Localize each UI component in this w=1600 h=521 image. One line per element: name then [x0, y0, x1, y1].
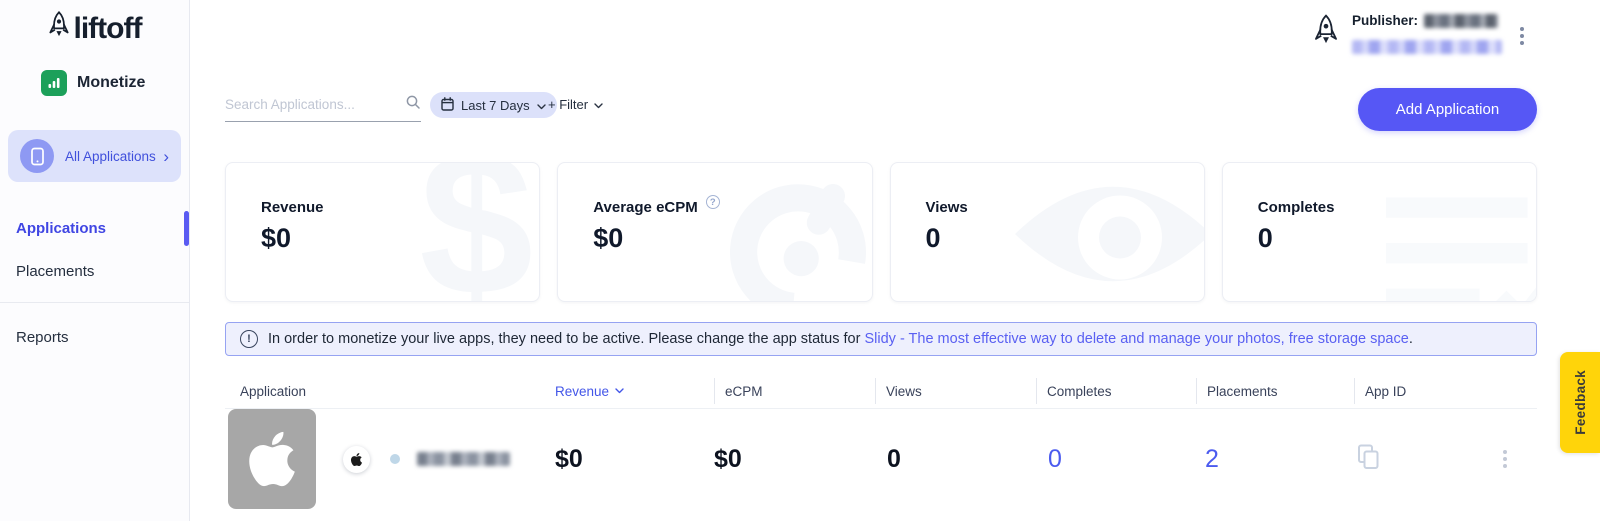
publisher-email-redacted [1352, 40, 1502, 54]
sort-chevron-down-icon [615, 388, 624, 394]
stat-label: Views [925, 199, 968, 216]
eye-watermark-icon [1008, 163, 1204, 301]
account-kebab-menu[interactable] [1518, 25, 1526, 47]
stat-card-views: Views 0 [889, 162, 1205, 302]
rocket-icon [48, 10, 70, 48]
ecpm-cell: $0 [714, 444, 742, 473]
chevron-down-icon [594, 97, 603, 112]
applications-table: Application Revenue eCPM Views Completes… [225, 360, 1537, 509]
column-header-label: Revenue [555, 383, 610, 399]
search-input[interactable] [225, 97, 405, 112]
alert-suffix: . [1408, 331, 1413, 347]
copy-app-id-icon[interactable] [1354, 442, 1460, 477]
sidebar-item-applications[interactable]: Applications [0, 211, 189, 246]
filter-label: + Filter [548, 97, 589, 112]
apple-icon [350, 452, 363, 466]
apple-logo-icon [249, 431, 295, 487]
add-application-button[interactable]: Add Application [1358, 88, 1537, 131]
stat-value: 0 [925, 223, 941, 253]
sidebar-item-label: Reports [16, 329, 69, 346]
app-thumbnail[interactable] [228, 409, 316, 509]
column-header-ecpm[interactable]: eCPM [714, 378, 875, 404]
stat-card-revenue: $ Revenue $0 [225, 162, 541, 302]
stat-label: Average eCPM ? [593, 195, 720, 216]
ios-platform-badge [343, 445, 370, 473]
publisher-name-redacted [1424, 13, 1499, 28]
completes-cell-link[interactable]: 0 [1048, 444, 1062, 473]
dollar-watermark-icon: $ [419, 162, 534, 302]
help-tooltip-icon[interactable]: ? [705, 195, 720, 209]
stat-label: Revenue [261, 199, 324, 216]
stat-value: 0 [1257, 223, 1273, 253]
column-header-placements[interactable]: Placements [1196, 378, 1354, 404]
app-name-redacted [417, 452, 510, 466]
column-header-views[interactable]: Views [875, 378, 1036, 404]
chevron-right-icon: › [163, 146, 169, 166]
alert-message: In order to monetize your live apps, the… [268, 331, 1413, 347]
product-label: Monetize [77, 74, 146, 91]
feedback-tab[interactable]: Feedback [1560, 352, 1600, 453]
sidebar-item-label: Applications [16, 220, 107, 237]
application-cell [225, 409, 553, 509]
publisher-label: Publisher: [1352, 13, 1419, 28]
date-range-label: Last 7 Days [461, 97, 530, 113]
feedback-label: Feedback [1572, 370, 1588, 435]
chevron-down-icon [536, 98, 546, 113]
all-applications-selector[interactable]: All Applications › [8, 130, 181, 182]
table-header-row: Application Revenue eCPM Views Completes… [225, 374, 1537, 408]
row-kebab-menu[interactable] [1500, 447, 1510, 471]
logo-wordmark: liftoff [73, 12, 143, 45]
column-header-actions [1460, 378, 1537, 404]
search-icon[interactable] [405, 94, 421, 115]
list-check-watermark-icon [1374, 195, 1536, 301]
calendar-icon [441, 96, 454, 114]
column-header-completes[interactable]: Completes [1036, 378, 1196, 404]
stat-value: $0 [593, 223, 624, 253]
app-status-link[interactable]: Slidy - The most effective way to delete… [864, 331, 1409, 347]
stats-cards: $ Revenue $0 Average eCPM ? $0 Views 0 [225, 162, 1537, 302]
all-applications-label: All Applications [65, 148, 156, 164]
stat-value: $0 [261, 223, 292, 253]
date-range-dropdown[interactable]: Last 7 Days [430, 92, 557, 118]
stat-card-completes: Completes 0 [1221, 162, 1537, 302]
sidebar-item-reports[interactable]: Reports [0, 329, 189, 346]
filter-dropdown[interactable]: + Filter [548, 97, 603, 112]
phone-icon [20, 139, 54, 173]
stat-label-text: Average eCPM [593, 199, 698, 216]
column-header-app-id[interactable]: App ID [1354, 378, 1460, 404]
publisher-rocket-icon [1313, 14, 1339, 55]
views-cell: 0 [887, 444, 901, 473]
table-row: $0 $0 0 0 2 [225, 408, 1537, 509]
stat-card-average-ecpm: Average eCPM ? $0 [557, 162, 873, 302]
status-alert-banner: ! In order to monetize your live apps, t… [225, 322, 1537, 356]
publisher-info: Publisher: [1352, 13, 1499, 28]
liftoff-logo: liftoff [0, 10, 189, 48]
revenue-cell: $0 [555, 444, 583, 473]
stat-label: Completes [1257, 199, 1335, 216]
placements-cell-link[interactable]: 2 [1205, 444, 1219, 473]
row-actions-cell [1460, 447, 1537, 471]
gauge-watermark-icon [718, 169, 872, 301]
sidebar: liftoff Monetize All Applications › Appl… [0, 0, 190, 521]
alert-message-text: In order to monetize your live apps, the… [268, 331, 861, 347]
bar-chart-icon [41, 70, 67, 96]
sidebar-divider [0, 302, 189, 303]
active-indicator [184, 211, 189, 246]
exclamation-circle-icon: ! [240, 330, 258, 348]
column-header-application: Application [240, 383, 307, 399]
search-applications [225, 88, 421, 122]
sidebar-item-label: Placements [16, 263, 95, 280]
app-status-dot [390, 454, 400, 464]
column-header-revenue-sort[interactable]: Revenue [553, 378, 714, 404]
sidebar-item-placements[interactable]: Placements [0, 263, 189, 280]
product-monetize: Monetize [41, 70, 189, 96]
